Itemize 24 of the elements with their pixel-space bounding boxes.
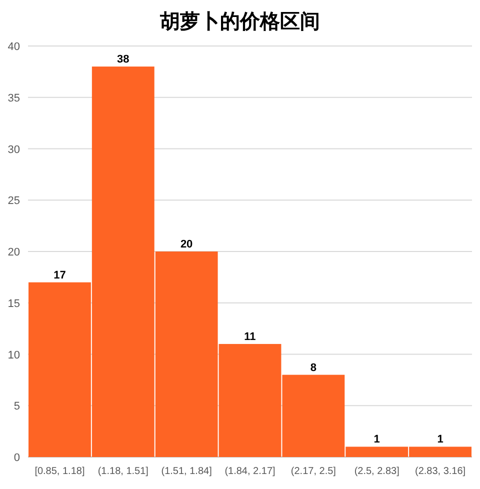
y-tick-label: 35 [8,92,20,104]
x-tick-label: (2.83, 3.16] [414,466,466,477]
x-tick-label: (1.51, 1.84] [161,466,212,477]
x-tick-label: (1.84, 2.17] [224,466,276,477]
y-tick-label: 15 [8,298,20,310]
data-label: 17 [54,269,66,282]
x-tick-label: (1.18, 1.51] [98,466,149,477]
x-tick-label: (2.5, 2.83] [354,466,400,477]
y-tick-label: 30 [8,144,20,156]
y-tick-label: 40 [8,41,20,53]
chart-title: 胡萝卜的价格区间 [159,11,320,33]
data-label: 8 [310,362,316,374]
x-tick-label: (2.17, 2.5] [290,466,336,477]
y-tick-label: 5 [14,400,20,413]
y-tick-label: 10 [8,349,20,362]
data-label: 11 [244,330,256,343]
x-tick-label: [0.85, 1.18] [34,466,85,477]
data-label: 1 [437,434,444,446]
y-tick-label: 20 [8,246,20,258]
y-tick-label: 0 [14,452,20,464]
data-label: 20 [180,238,193,250]
data-label: 38 [117,54,130,66]
y-tick-label: 25 [8,195,20,208]
data-label: 1 [374,434,380,446]
